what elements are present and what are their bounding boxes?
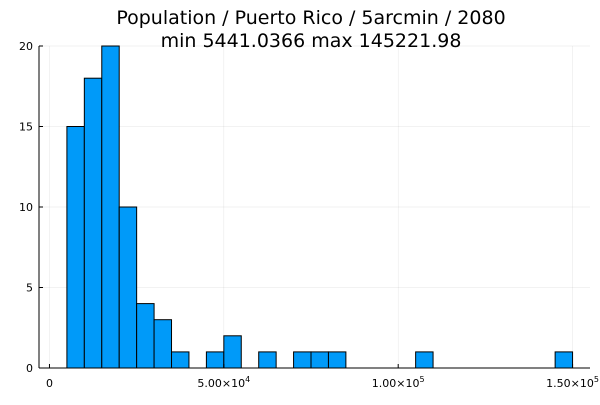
histogram-bar-7 [205, 351, 225, 369]
axes [38, 45, 590, 369]
histogram-bar-1 [83, 77, 103, 369]
bar-group [66, 45, 574, 369]
y-tick-label-0: 0 [26, 362, 33, 375]
histogram-bar-6 [171, 351, 190, 369]
x-tick-label-3: 1.50×105 [546, 375, 599, 390]
histogram-bar-10 [293, 351, 312, 369]
histogram-bar-8 [223, 335, 242, 369]
chart-subtitle: min 5441.0366 max 145221.98 [161, 30, 462, 52]
y-tick-label-3: 15 [19, 121, 33, 134]
histogram-bar-2 [101, 45, 120, 369]
histogram-bar-4 [136, 303, 155, 369]
y-tick-label-2: 10 [19, 201, 33, 214]
histogram-bar-9 [258, 351, 277, 369]
histogram-bar-3 [118, 206, 138, 369]
histogram-bar-12 [327, 351, 347, 369]
histogram-bar-0 [66, 126, 85, 369]
y-tick-label-1: 5 [26, 282, 33, 295]
x-tick-label-0: 0 [46, 377, 53, 390]
y-tick-label-4: 20 [19, 40, 33, 53]
tick-labels: 0 5 10 15 20 0 5.00×104 1.00×105 1.50×105 [19, 40, 599, 390]
chart-title: Population / Puerto Rico / 5arcmin / 208… [116, 7, 505, 29]
x-tick-label-2: 1.00×105 [372, 375, 425, 390]
histogram-bar-11 [310, 351, 329, 369]
histogram-bar-14 [554, 351, 574, 369]
histogram-bar-13 [415, 351, 434, 369]
x-tick-label-1: 5.00×104 [197, 375, 250, 390]
histogram-bar-5 [153, 319, 173, 369]
